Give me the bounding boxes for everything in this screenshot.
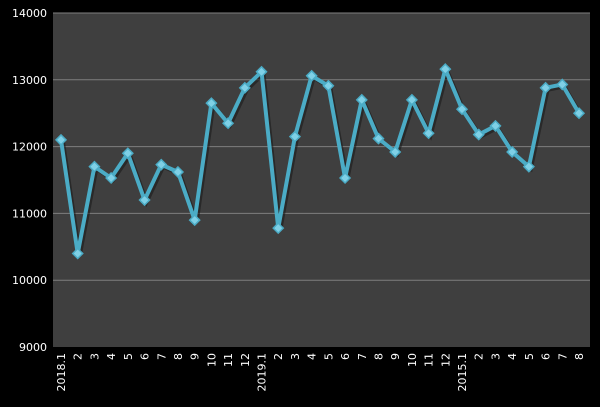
data-point-marker [121, 147, 134, 160]
x-tick-label: 3 [489, 353, 502, 360]
plot-area [53, 13, 590, 347]
data-point-marker [455, 103, 469, 116]
data-point-marker [489, 119, 502, 132]
data-point-marker [205, 97, 218, 110]
x-tick-label: 11 [423, 353, 436, 367]
x-tick-label: 12 [239, 353, 252, 367]
x-tick-label: 4 [306, 353, 319, 360]
x-tick-label: 8 [372, 353, 385, 360]
data-point-marker [556, 78, 569, 91]
data-point-marker [522, 160, 535, 173]
data-point-marker [272, 222, 285, 235]
data-point-marker [339, 171, 352, 185]
data-point-marker [188, 214, 201, 227]
data-point-marker [506, 145, 519, 159]
x-tick-label: 12 [439, 353, 452, 367]
data-point-marker [238, 81, 251, 94]
data-point-marker [105, 171, 118, 185]
x-tick-label: 2 [72, 353, 85, 360]
data-point-marker [439, 63, 452, 76]
x-tick-label: 5 [322, 353, 335, 360]
x-tick-label: 6 [139, 353, 152, 360]
data-point-marker [88, 160, 101, 173]
x-tick-label: 9 [389, 353, 402, 360]
x-tick-label: 9 [189, 353, 202, 360]
y-tick-label: 9000 [19, 341, 47, 354]
x-tick-label: 8 [172, 353, 185, 360]
x-tick-label: 2019.1 [256, 353, 269, 392]
data-point-marker [54, 133, 68, 146]
x-tick-label: 7 [356, 353, 369, 360]
x-tick-label: 3 [88, 353, 101, 360]
y-tick-label: 14000 [12, 7, 47, 20]
data-point-marker [288, 130, 301, 143]
data-point-marker [572, 107, 586, 120]
x-tick-label: 7 [556, 353, 569, 360]
data-point-marker [389, 145, 402, 159]
x-tick-label: 5 [523, 353, 536, 360]
x-tick-label: 2018.1 [55, 353, 68, 392]
data-point-marker [405, 93, 418, 106]
x-axis-tick-labels: 2018.1 2 3 4 5 6 7 8 9 10 11 12 2019.1 2 3 4 5 6 7 8 9 10 11 12… [55, 353, 586, 392]
x-tick-label: 7 [155, 353, 168, 360]
x-tick-label: 11 [222, 353, 235, 367]
data-point-marker [138, 193, 151, 207]
y-axis-tick-labels: 9000 10000 11000 12000 13000 14000 [12, 7, 47, 354]
data-point-marker [171, 165, 185, 179]
y-tick-label: 10000 [12, 274, 47, 287]
x-tick-label: 2015.1 [456, 353, 469, 392]
y-tick-label: 13000 [12, 74, 47, 87]
x-tick-label: 4 [506, 353, 519, 360]
gridlines [53, 12, 590, 281]
x-tick-label: 5 [122, 353, 135, 360]
x-tick-label: 2 [272, 353, 285, 360]
y-tick-label: 12000 [12, 141, 47, 154]
data-point-marker [372, 132, 385, 145]
x-tick-label: 2 [473, 353, 486, 360]
x-tick-label: 6 [339, 353, 352, 360]
data-point-marker [422, 127, 435, 140]
data-point-marker [322, 79, 335, 92]
data-point-marker [472, 128, 485, 141]
x-tick-label: 10 [406, 353, 419, 367]
data-point-marker [539, 81, 552, 94]
data-point-marker [305, 69, 318, 82]
x-tick-label: 4 [105, 353, 118, 360]
x-tick-label: 3 [289, 353, 302, 360]
x-tick-label: 6 [540, 353, 553, 360]
data-point-marker [155, 158, 168, 171]
data-point-marker [355, 93, 368, 106]
series-group [54, 63, 586, 260]
x-tick-label: 10 [205, 353, 218, 367]
data-point-marker [255, 65, 268, 78]
data-point-marker [71, 247, 84, 260]
y-tick-label: 11000 [12, 207, 47, 220]
data-point-marker [222, 117, 235, 130]
x-tick-label: 8 [573, 353, 586, 360]
